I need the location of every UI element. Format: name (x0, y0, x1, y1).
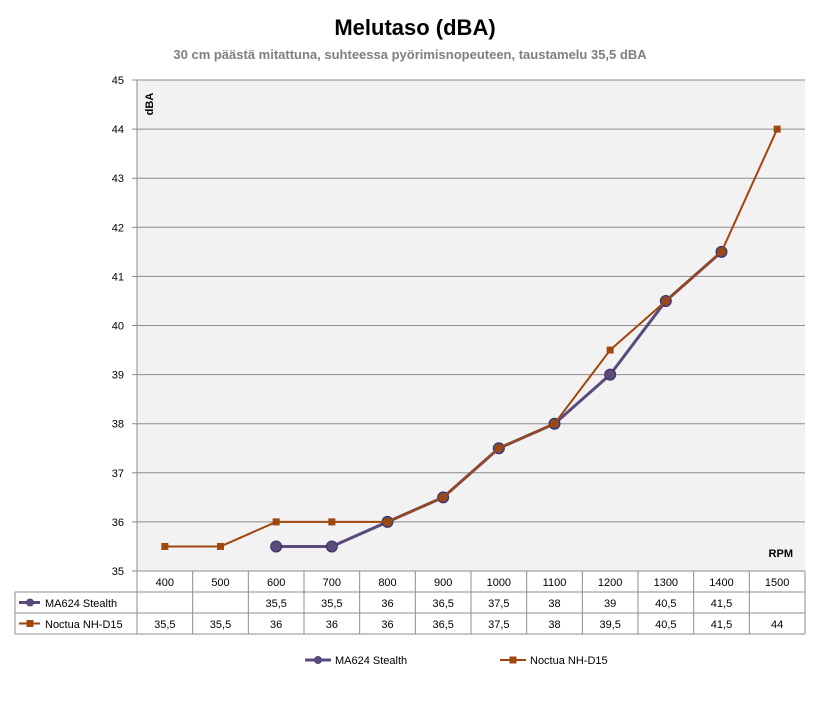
table-cell: 39,5 (599, 619, 620, 631)
x-tick-label: 500 (211, 577, 229, 589)
data-point (495, 444, 503, 452)
plot-area: 35 36 37 38 39 40 41 42 43 44 45 dBA RPM (112, 75, 805, 578)
data-point (773, 125, 781, 133)
y-axis-label: dBA (144, 93, 156, 116)
table-series-name: MA624 Stealth (45, 598, 117, 610)
legend-label: Noctua NH-D15 (530, 655, 608, 667)
table-cell: 40,5 (655, 619, 676, 631)
table-cell: 36 (381, 619, 393, 631)
y-tick-label: 45 (112, 75, 124, 87)
legend-item: MA624 Stealth (305, 655, 407, 667)
table-series-name: Noctua NH-D15 (45, 619, 123, 631)
data-point (270, 540, 283, 553)
table-cell: 35,5 (154, 619, 175, 631)
y-tick-label: 44 (112, 124, 124, 136)
y-tick-label: 41 (112, 271, 124, 283)
table-cell: 41,5 (711, 598, 732, 610)
x-tick-label: 600 (267, 577, 285, 589)
legend: MA624 Stealth Noctua NH-D15 (305, 655, 608, 667)
y-tick-label: 43 (112, 173, 124, 185)
x-tick-label: 1500 (765, 577, 789, 589)
table-cell: 36,5 (432, 598, 453, 610)
data-point (272, 518, 280, 526)
table-cell: 36 (326, 619, 338, 631)
table-legend-marker (26, 598, 34, 607)
data-point (551, 420, 558, 428)
table-cell: 36 (381, 598, 393, 610)
table-cell: 40,5 (655, 598, 676, 610)
data-point (161, 542, 169, 550)
table-cell: 35,5 (265, 598, 286, 610)
data-point (662, 297, 670, 305)
data-point (217, 542, 224, 550)
chart-title: Melutaso (dBA) (334, 15, 495, 40)
table-cell: 36,5 (432, 619, 453, 631)
data-point (384, 518, 391, 526)
data-point (718, 248, 725, 256)
data-point (328, 518, 336, 526)
y-tick-label: 38 (112, 419, 124, 431)
x-axis-label: RPM (769, 548, 793, 560)
table-cell: 44 (771, 619, 783, 631)
table-cell: 41,5 (711, 619, 732, 631)
legend-item: Noctua NH-D15 (500, 655, 608, 667)
data-point (325, 540, 338, 553)
x-tick-label: 1000 (487, 577, 511, 589)
x-tick-label: 700 (323, 577, 341, 589)
y-tick-label: 39 (112, 370, 124, 382)
y-tick-label: 42 (112, 222, 124, 234)
x-tick-label: 900 (434, 577, 452, 589)
table-cell: 38 (548, 598, 560, 610)
table-cell: 37,5 (488, 619, 509, 631)
x-tick-label: 1200 (598, 577, 622, 589)
series-2 (161, 125, 781, 550)
legend-label: MA624 Stealth (335, 655, 407, 667)
y-tick-label: 37 (112, 468, 124, 480)
x-tick-label: 1100 (543, 577, 567, 589)
table-cell: 36 (270, 619, 282, 631)
x-tick-label: 800 (378, 577, 396, 589)
y-tick-label: 40 (112, 321, 124, 333)
data-point (604, 368, 617, 381)
legend-marker (314, 656, 322, 664)
table-legend-marker (26, 620, 34, 627)
table-cell: 35,5 (210, 619, 231, 631)
table-cell: 35,5 (321, 598, 342, 610)
x-tick-label: 1300 (654, 577, 678, 589)
x-tick-label: 1400 (709, 577, 733, 589)
chart-subtitle: 30 cm päästä mitattuna, suhteessa pyörim… (173, 47, 647, 62)
y-tick-label: 36 (112, 517, 124, 529)
y-tick-label: 35 (112, 566, 124, 578)
table-cell: 39 (604, 598, 616, 610)
data-point (439, 493, 447, 501)
legend-marker (509, 656, 517, 664)
data-point (606, 346, 614, 354)
data-table: 400 500 600 700 800 900 1000 1100 1200 1300 1400 15… (14, 570, 806, 635)
series-line (164, 128, 779, 548)
table-cell: 38 (548, 619, 560, 631)
table-cell: 37,5 (488, 598, 509, 610)
x-tick-label: 400 (156, 577, 174, 589)
